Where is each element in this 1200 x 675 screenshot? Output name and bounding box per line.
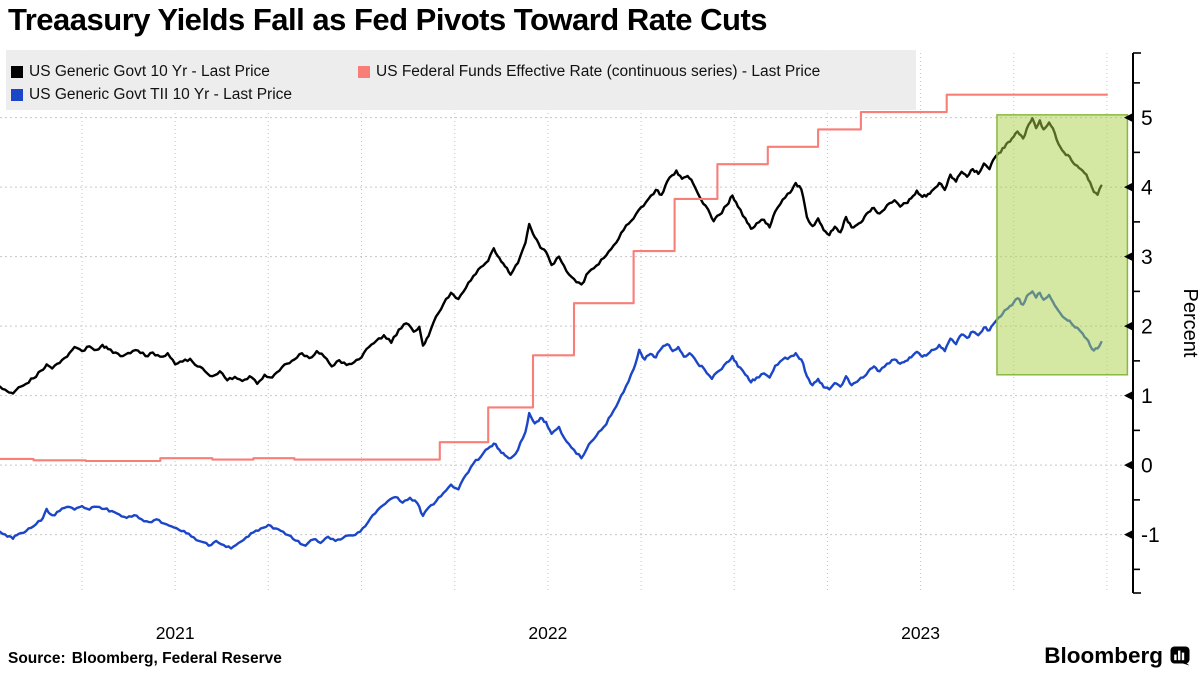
legend-item-tii-10yr: US Generic Govt TII 10 Yr - Last Price — [11, 86, 292, 104]
y-tick-label: 5 — [1141, 107, 1153, 130]
y-tick-arrow — [1124, 252, 1133, 262]
chart-title: Treaasury Yields Fall as Fed Pivots Towa… — [8, 2, 768, 37]
y-tick-label: 0 — [1141, 455, 1153, 478]
highlight-region — [996, 114, 1129, 376]
gridlines — [0, 53, 1133, 593]
series-line-us-generic-govt-tii-10yr — [0, 290, 1103, 550]
y-tick-label: 3 — [1141, 246, 1153, 269]
legend-swatch-fed-funds-icon — [358, 66, 370, 78]
legend-swatch-tii-10yr-icon — [11, 89, 23, 101]
legend-label-fed-funds: US Federal Funds Effective Rate (continu… — [376, 63, 821, 80]
source-value: Bloomberg, Federal Reserve — [71, 650, 282, 667]
bloomberg-wordmark: Bloomberg — [1044, 643, 1163, 668]
y-tick-arrow — [1124, 321, 1133, 331]
y-tick-arrow — [1124, 182, 1133, 192]
x-year-label: 2022 — [528, 623, 567, 643]
series-line-us-generic-govt-10yr — [0, 117, 1103, 395]
legend-label-govt-10yr: US Generic Govt 10 Yr - Last Price — [29, 63, 270, 80]
legend-item-fed-funds: US Federal Funds Effective Rate (continu… — [358, 63, 820, 81]
y-tick-arrow — [1124, 113, 1133, 123]
legend-swatch-govt-10yr-icon — [11, 66, 23, 78]
y-axis-title: Percent — [1179, 289, 1200, 358]
y-tick-label: 2 — [1141, 316, 1153, 339]
bloomberg-logo: Bloomberg — [1044, 643, 1190, 669]
y-tick-arrow — [1124, 530, 1133, 540]
y-axis: -1 0 1 2 3 4 5 Percent — [1124, 52, 1200, 594]
y-tick-arrow — [1124, 460, 1133, 470]
legend-label-tii-10yr: US Generic Govt TII 10 Yr - Last Price — [29, 86, 293, 103]
y-tick-label: 1 — [1141, 385, 1153, 408]
bloomberg-terminal-glyph-icon — [1170, 646, 1190, 666]
y-tick-arrow — [1124, 391, 1133, 401]
source-note: Source: Bloomberg, Federal Reserve — [8, 650, 282, 668]
y-tick-label: -1 — [1141, 524, 1160, 547]
x-year-label: 2023 — [901, 623, 940, 643]
source-label: Source: — [8, 650, 66, 667]
x-axis-labels: 2021 2022 2023 — [156, 623, 940, 643]
y-tick-label: 4 — [1141, 177, 1153, 200]
x-year-label: 2021 — [156, 623, 195, 643]
series-line-us-federal-funds-effective-rate — [0, 93, 1108, 463]
legend-item-govt-10yr: US Generic Govt 10 Yr - Last Price — [11, 63, 270, 81]
chart-legend: US Generic Govt 10 Yr - Last Price US Ge… — [6, 50, 916, 110]
